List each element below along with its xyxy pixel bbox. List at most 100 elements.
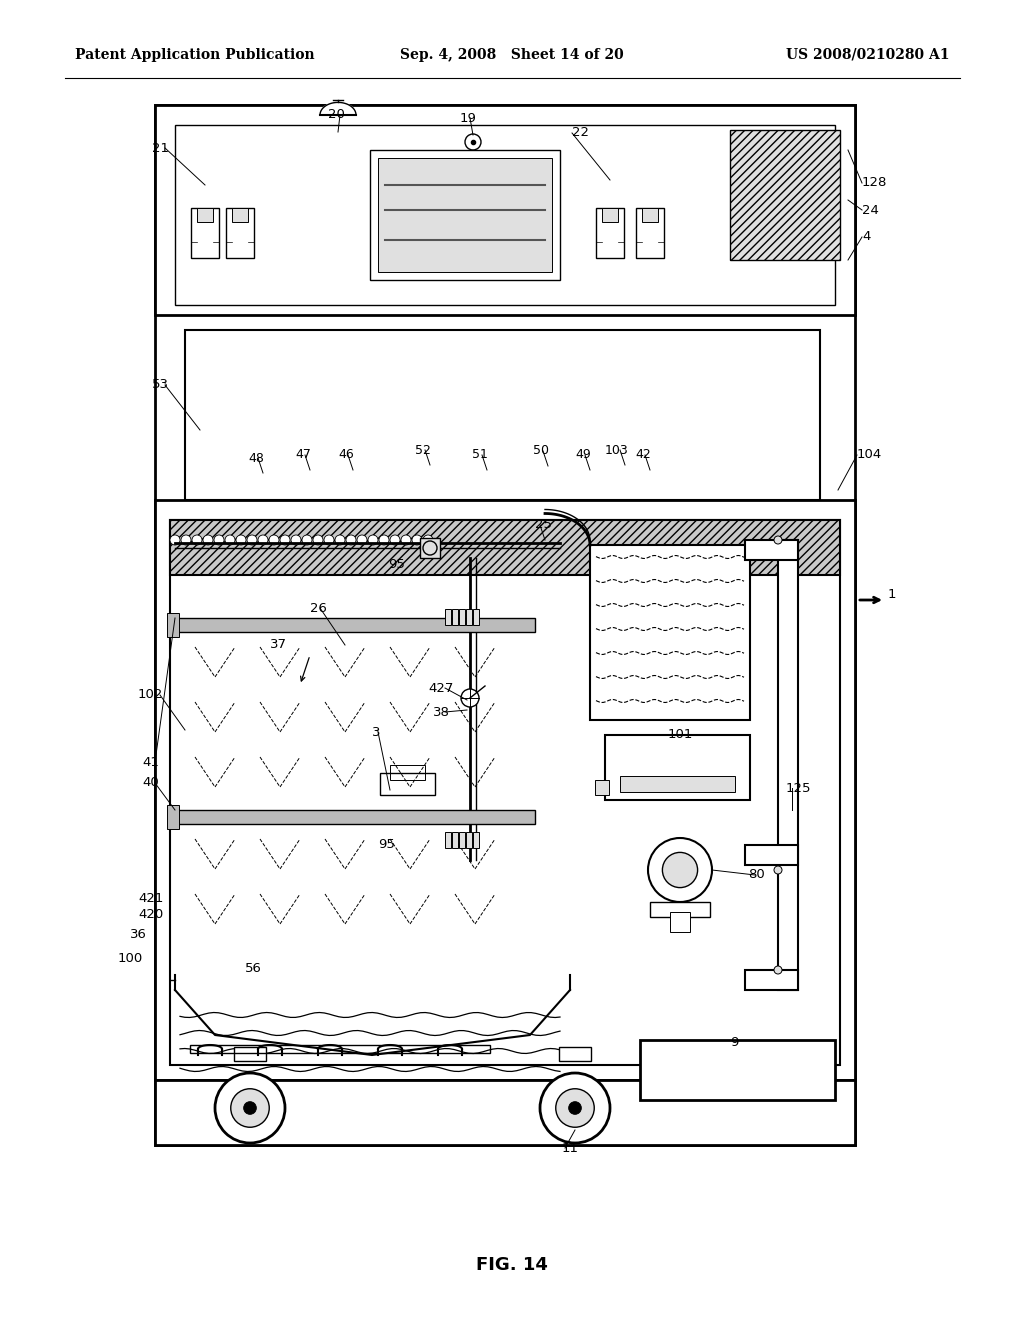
Text: 102: 102 [138, 689, 164, 701]
Bar [466, 832, 472, 847]
Bar [190, 1045, 490, 1053]
Text: 53: 53 [152, 379, 169, 392]
Bar [185, 330, 820, 500]
Circle shape [423, 535, 433, 545]
Circle shape [214, 535, 224, 545]
Circle shape [170, 535, 180, 545]
Circle shape [335, 535, 345, 545]
Circle shape [269, 535, 279, 545]
Bar [155, 1080, 855, 1144]
Text: 125: 125 [786, 781, 811, 795]
Bar [378, 158, 552, 272]
Text: 20: 20 [328, 108, 345, 121]
Text: 21: 21 [152, 141, 169, 154]
Text: 104: 104 [857, 449, 883, 462]
Circle shape [423, 541, 437, 554]
Text: 41: 41 [142, 755, 159, 768]
Bar [191, 209, 219, 257]
Bar [445, 832, 451, 847]
Bar [640, 1040, 835, 1100]
Text: 19: 19 [460, 111, 477, 124]
Text: 128: 128 [862, 177, 888, 190]
Text: 40: 40 [142, 776, 159, 789]
Text: 51: 51 [472, 449, 487, 462]
Bar [670, 912, 690, 932]
Bar [155, 500, 855, 1080]
Bar [778, 540, 798, 990]
Text: 420: 420 [138, 908, 163, 921]
Text: 50: 50 [534, 445, 549, 458]
Bar [420, 539, 440, 558]
Bar [595, 780, 609, 795]
Circle shape [313, 535, 323, 545]
Bar [745, 845, 798, 865]
Text: 48: 48 [248, 451, 264, 465]
Bar [730, 129, 840, 260]
Text: 38: 38 [433, 705, 450, 718]
Bar [466, 609, 472, 624]
Circle shape [247, 535, 257, 545]
Bar [155, 106, 855, 315]
Circle shape [225, 535, 234, 545]
Text: 52: 52 [415, 444, 431, 457]
Text: 95: 95 [388, 558, 404, 572]
Bar [380, 774, 435, 795]
Bar [745, 970, 798, 990]
Text: 36: 36 [130, 928, 146, 941]
Bar [650, 902, 710, 917]
Bar [175, 125, 835, 305]
Text: Patent Application Publication: Patent Application Publication [75, 48, 314, 62]
Text: 100: 100 [118, 952, 143, 965]
Circle shape [215, 1073, 285, 1143]
Text: 56: 56 [245, 961, 262, 974]
Circle shape [291, 535, 301, 545]
Circle shape [193, 535, 202, 545]
Bar [452, 832, 458, 847]
Bar [605, 735, 750, 800]
Bar [642, 209, 658, 222]
Circle shape [244, 1102, 256, 1114]
Text: 427: 427 [428, 681, 454, 694]
Text: 103: 103 [605, 444, 629, 457]
Text: 1: 1 [888, 589, 896, 602]
Bar [473, 832, 479, 847]
Text: 9: 9 [730, 1035, 738, 1048]
Bar [620, 776, 735, 792]
Text: 11: 11 [562, 1142, 579, 1155]
Circle shape [346, 535, 356, 545]
Bar [170, 520, 840, 576]
Circle shape [663, 853, 697, 887]
Circle shape [258, 535, 268, 545]
Circle shape [568, 1102, 582, 1114]
Bar [197, 209, 213, 222]
Bar [232, 209, 248, 222]
Circle shape [461, 689, 479, 708]
Circle shape [540, 1073, 610, 1143]
Bar [175, 810, 535, 824]
Bar [636, 209, 664, 257]
Circle shape [379, 535, 389, 545]
Text: 421: 421 [138, 891, 164, 904]
Circle shape [230, 1089, 269, 1127]
Circle shape [203, 535, 213, 545]
Text: 26: 26 [310, 602, 327, 615]
Text: 22: 22 [572, 127, 589, 140]
Bar [473, 609, 479, 624]
Circle shape [357, 535, 367, 545]
Circle shape [401, 535, 411, 545]
Circle shape [412, 535, 422, 545]
Circle shape [324, 535, 334, 545]
Bar [167, 612, 179, 638]
Bar [745, 540, 798, 560]
Circle shape [774, 866, 782, 874]
Bar [155, 106, 855, 1144]
Polygon shape [175, 990, 570, 1055]
Circle shape [774, 966, 782, 974]
Text: 80: 80 [748, 869, 765, 882]
Bar [559, 1047, 591, 1061]
Bar [596, 209, 624, 257]
Circle shape [368, 535, 378, 545]
Text: 37: 37 [270, 639, 287, 652]
Circle shape [280, 535, 290, 545]
Bar [175, 618, 535, 632]
